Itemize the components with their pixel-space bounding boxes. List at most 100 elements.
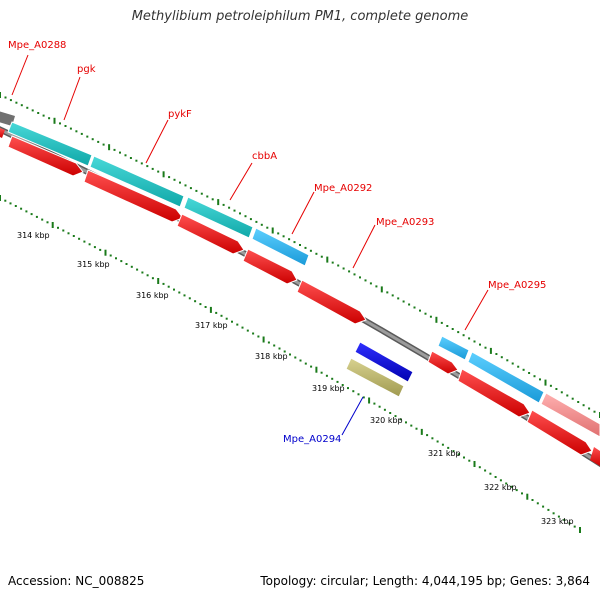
minor-tick <box>347 387 349 390</box>
minor-tick <box>48 117 51 120</box>
minor-tick <box>4 96 7 99</box>
minor-tick <box>25 210 28 213</box>
minor-tick <box>115 257 117 260</box>
minor-tick <box>26 106 29 109</box>
scale-label: 317 kbp <box>195 321 228 330</box>
minor-tick <box>273 344 276 347</box>
cds-arrow <box>83 169 184 223</box>
minor-tick <box>15 101 18 104</box>
major-tick <box>368 397 371 404</box>
minor-tick <box>228 206 231 209</box>
minor-tick <box>383 408 386 411</box>
gene-label-pgk: pgk <box>77 64 96 75</box>
cds-track <box>0 128 600 466</box>
minor-tick <box>552 512 555 515</box>
minor-tick <box>373 402 376 405</box>
minor-tick <box>489 472 492 475</box>
minor-tick <box>571 397 574 400</box>
feature-cyan-1 <box>7 121 93 167</box>
minor-tick <box>410 424 413 427</box>
scale-label: 316 kbp <box>136 291 169 300</box>
feature-pink-1 <box>540 392 600 438</box>
minor-tick <box>536 502 539 505</box>
major-tick <box>0 195 1 201</box>
cds-arrow <box>590 447 600 466</box>
minor-tick <box>505 482 508 485</box>
minor-tick <box>157 170 160 173</box>
minor-tick <box>515 489 518 492</box>
minor-tick <box>457 453 460 456</box>
minor-tick <box>288 238 291 241</box>
feature-sky-1 <box>251 227 310 267</box>
minor-tick <box>151 167 154 170</box>
minor-tick <box>369 282 372 285</box>
feature-sky-2 <box>437 335 470 361</box>
minor-tick <box>146 274 149 277</box>
minor-tick <box>399 418 402 421</box>
minor-tick <box>441 443 444 446</box>
minor-tick <box>14 205 17 207</box>
minor-tick <box>141 271 144 274</box>
minor-tick <box>113 148 116 151</box>
minor-tick <box>588 407 591 410</box>
minor-tick <box>231 320 233 323</box>
minor-tick <box>310 365 313 368</box>
minor-tick <box>75 130 78 133</box>
minor-tick <box>136 268 139 271</box>
minor-tick <box>511 362 514 365</box>
feature-sky-3 <box>467 351 545 404</box>
minor-tick <box>320 371 323 374</box>
minor-tick <box>30 213 33 216</box>
minor-tick <box>93 246 96 249</box>
major-tick <box>473 461 476 467</box>
minor-tick <box>342 267 345 270</box>
minor-tick <box>69 127 72 130</box>
minor-tick <box>337 264 340 267</box>
minor-tick <box>495 353 498 355</box>
reverse-track <box>345 341 414 398</box>
gene-label-mpe-a0292: Mpe_A0292 <box>314 183 372 194</box>
minor-tick <box>293 241 296 244</box>
major-tick <box>209 306 212 313</box>
scale-label: 318 kbp <box>255 352 288 361</box>
minor-tick <box>244 215 247 218</box>
minor-tick <box>130 265 133 268</box>
minor-tick <box>233 209 236 212</box>
minor-tick <box>294 356 297 359</box>
minor-tick <box>522 368 525 371</box>
minor-tick <box>566 394 569 397</box>
minor-tick <box>4 199 7 202</box>
minor-tick <box>331 377 334 380</box>
minor-tick <box>257 335 260 338</box>
minor-tick <box>352 390 355 393</box>
minor-tick <box>451 328 454 330</box>
minor-tick <box>299 244 301 246</box>
minor-tick <box>304 246 307 249</box>
minor-tick <box>473 340 476 343</box>
minor-tick <box>277 232 280 235</box>
minor-tick <box>140 162 143 165</box>
minor-tick <box>563 518 566 521</box>
minor-tick <box>173 178 176 181</box>
minor-tick <box>436 440 439 443</box>
minor-tick <box>468 459 471 462</box>
minor-tick <box>41 218 44 221</box>
cds-arrow <box>427 350 459 375</box>
minor-tick <box>97 140 100 143</box>
major-tick <box>315 366 318 373</box>
minor-tick <box>510 485 513 488</box>
minor-tick <box>517 365 520 368</box>
minor-tick <box>429 315 432 318</box>
partial-gray-feature <box>0 111 15 126</box>
minor-tick <box>500 356 503 359</box>
minor-tick <box>278 347 281 350</box>
minor-tick <box>424 312 427 315</box>
major-tick <box>162 171 165 178</box>
cds-arrow <box>7 135 84 177</box>
minor-tick <box>405 421 407 424</box>
minor-tick <box>246 329 249 332</box>
major-tick <box>0 92 1 98</box>
minor-tick <box>320 255 323 258</box>
minor-tick <box>446 325 449 327</box>
major-tick <box>435 316 438 323</box>
